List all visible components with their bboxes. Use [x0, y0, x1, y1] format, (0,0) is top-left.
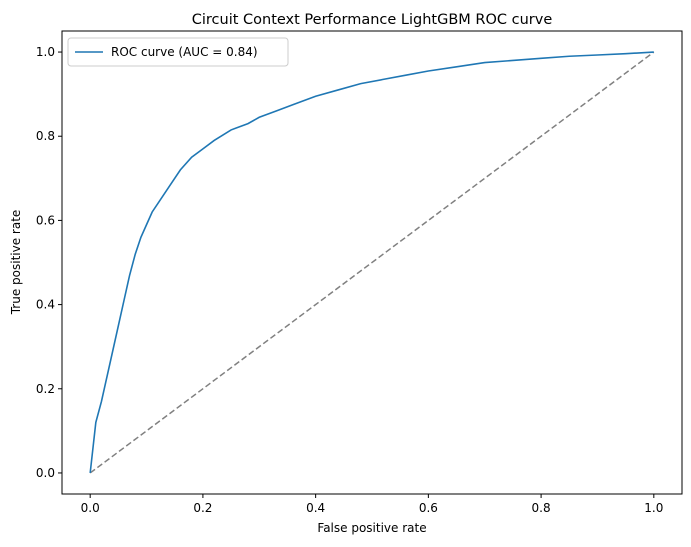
y-tick-label: 0.6 — [36, 213, 55, 227]
y-tick-label: 0.2 — [36, 382, 55, 396]
y-tick-label: 0.4 — [36, 298, 55, 312]
series-layer — [89, 51, 655, 474]
x-axis-label: False positive rate — [317, 521, 426, 535]
x-tick-label: 0.8 — [532, 501, 551, 515]
y-axis-label: True positive rate — [9, 210, 23, 316]
x-tick-label: 0.6 — [419, 501, 438, 515]
roc-curve-line — [89, 51, 654, 474]
y-tick-label: 0.0 — [36, 466, 55, 480]
y-axis-ticks: 0.0 0.2 0.4 0.6 0.8 1.0 — [36, 45, 62, 480]
x-tick-label: 1.0 — [644, 501, 663, 515]
y-tick-label: 1.0 — [36, 45, 55, 59]
chance-diagonal-line — [89, 51, 655, 474]
legend-label-roc: ROC curve (AUC = 0.84) — [111, 45, 258, 59]
x-axis-ticks: 0.0 0.2 0.4 0.6 0.8 1.0 — [81, 494, 663, 515]
chart-title: Circuit Context Performance LightGBM ROC… — [192, 12, 553, 28]
x-tick-label: 0.4 — [306, 501, 325, 515]
legend: ROC curve (AUC = 0.84) — [67, 37, 289, 67]
x-tick-label: 0.2 — [193, 501, 212, 515]
legend-box — [67, 37, 289, 67]
y-tick-label: 0.8 — [36, 129, 55, 143]
x-tick-label: 0.0 — [81, 501, 100, 515]
